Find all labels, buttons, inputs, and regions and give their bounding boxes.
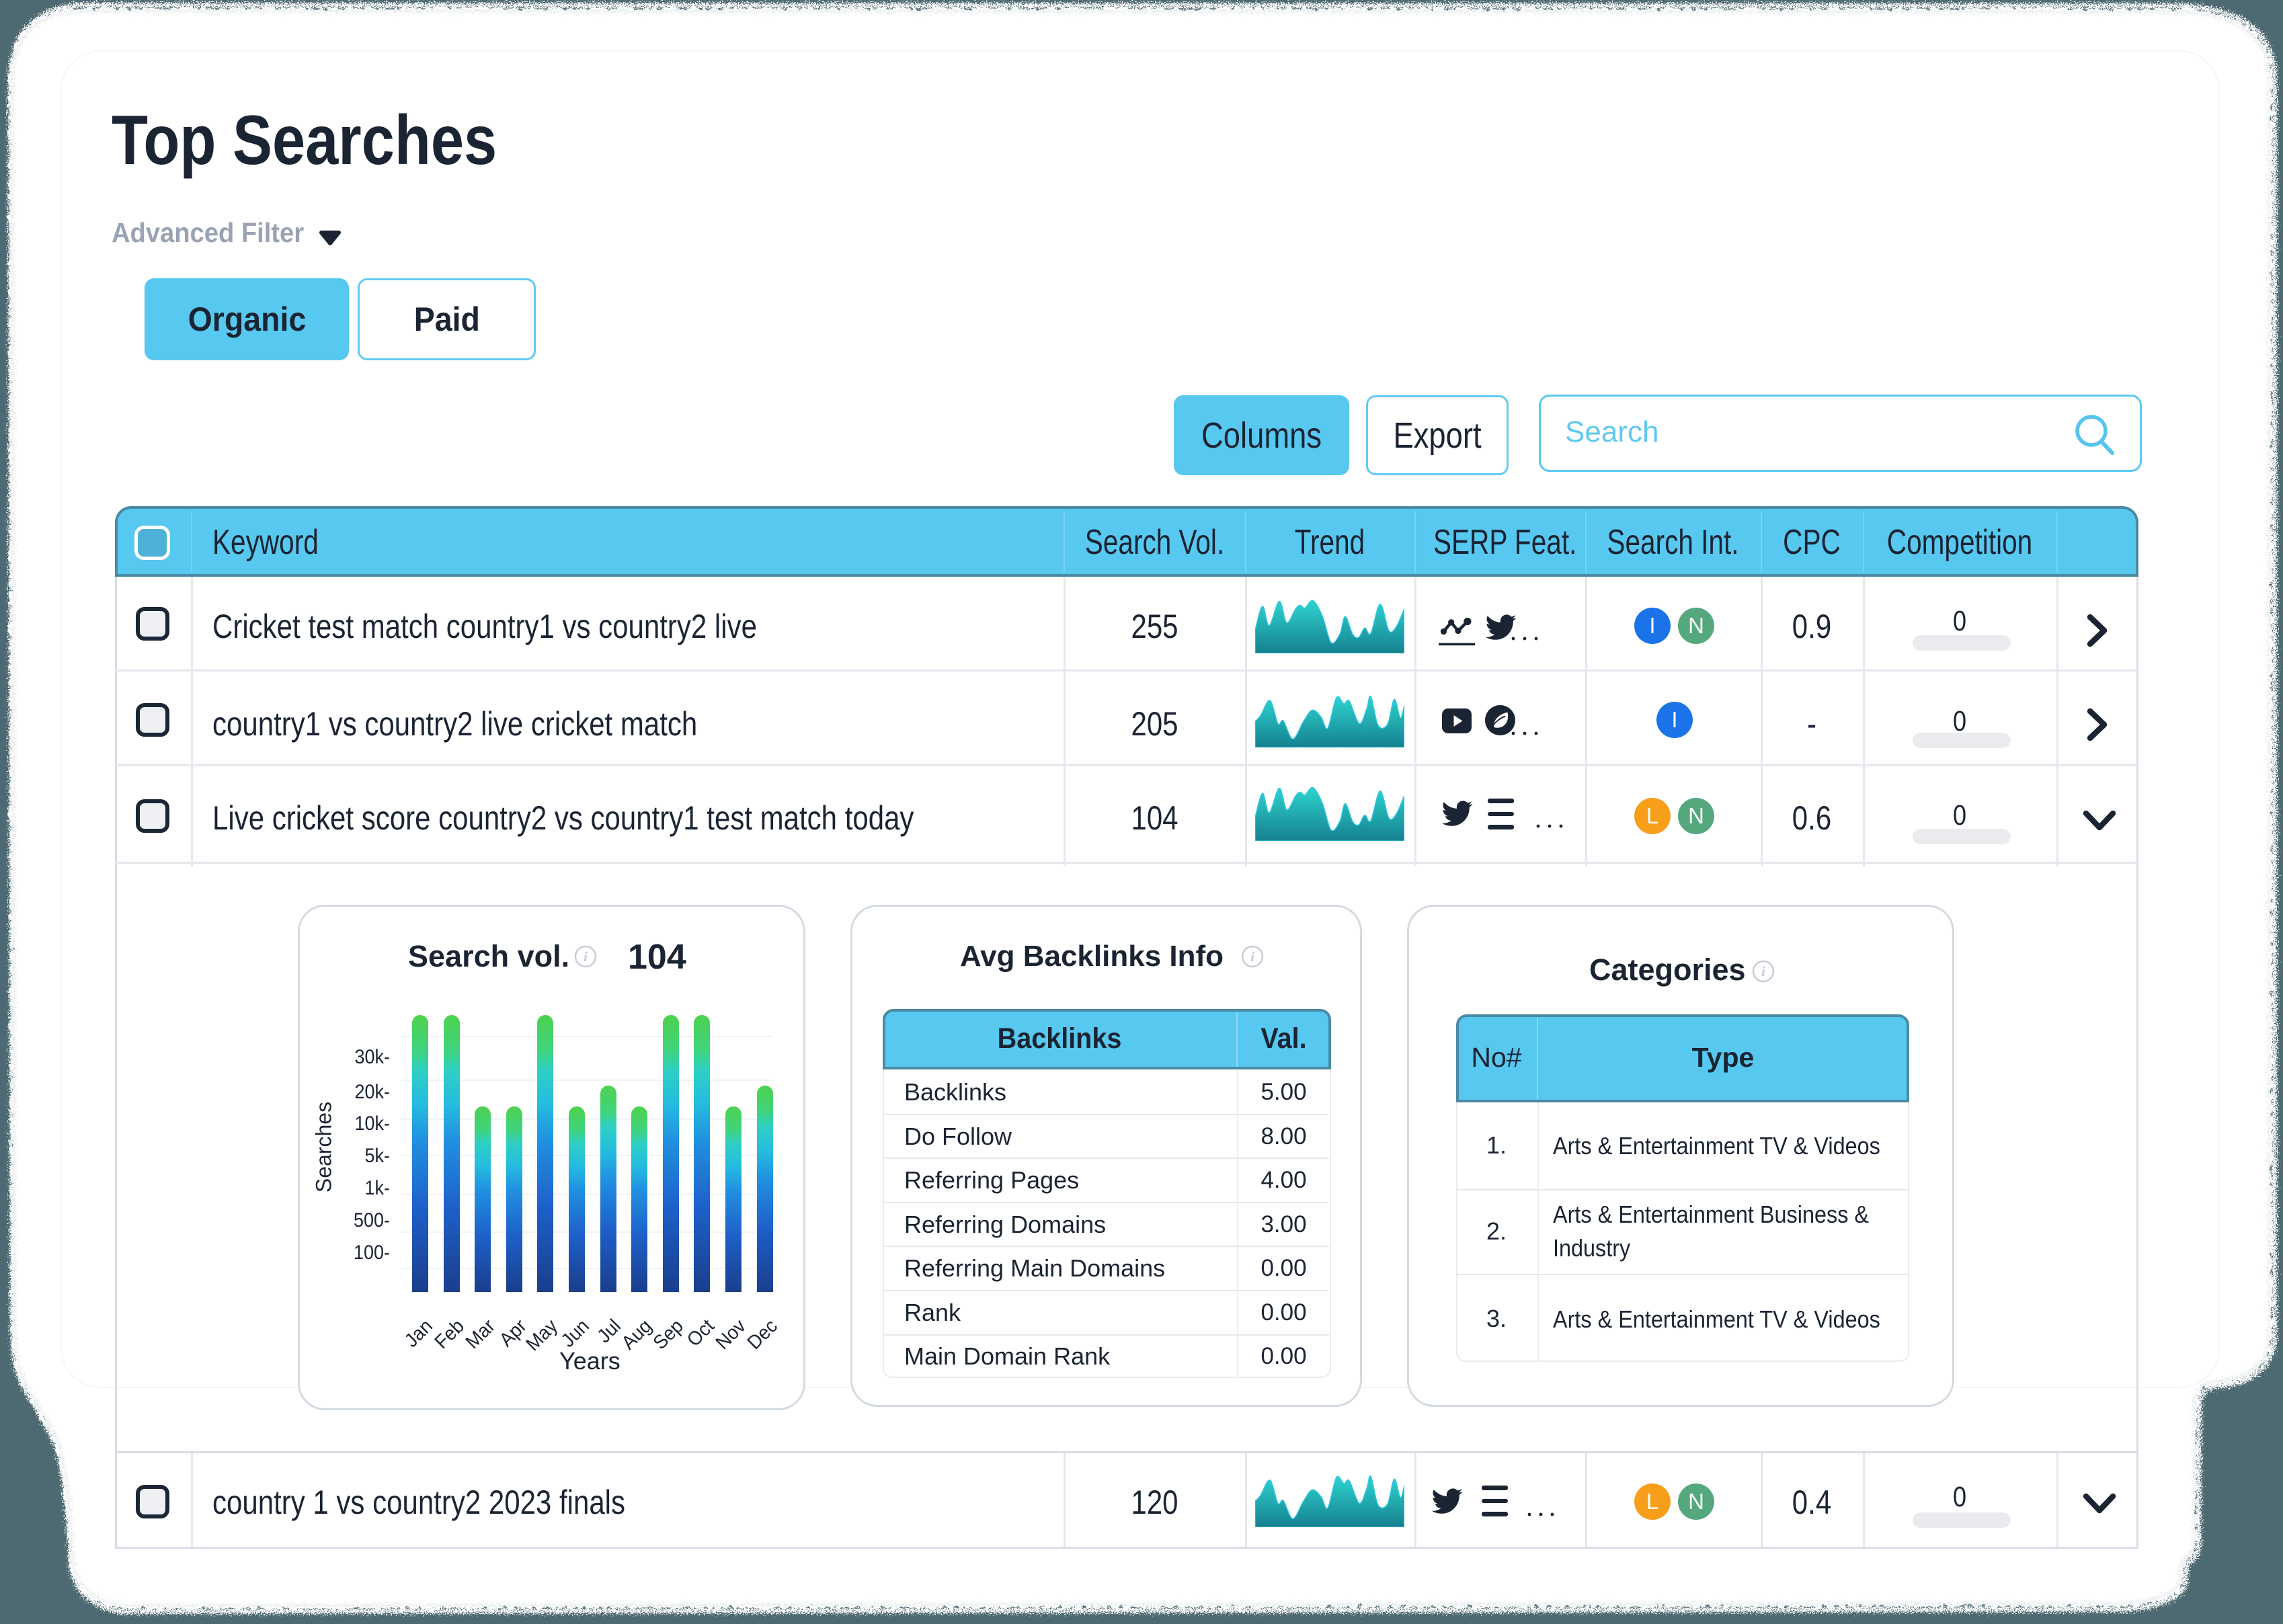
svg-text:i: i bbox=[584, 948, 588, 965]
svg-text:i: i bbox=[1250, 948, 1254, 965]
svg-text:i: i bbox=[1761, 963, 1765, 979]
